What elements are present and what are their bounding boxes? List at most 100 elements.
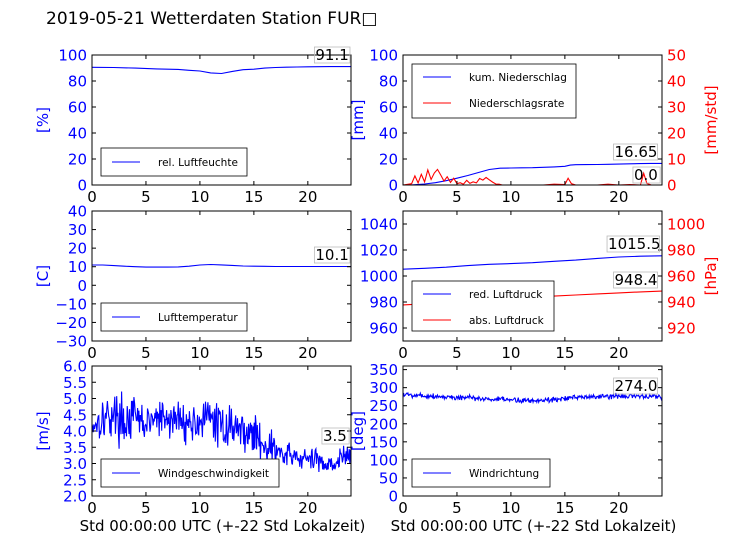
y-tick-label: 1040	[360, 216, 398, 234]
x-tick-label: 15	[555, 188, 574, 206]
y-tick-label: 250	[369, 397, 398, 415]
x-tick-label: 5	[141, 499, 151, 517]
y-axis-label-right: [mm/std]	[702, 85, 720, 154]
y-tick-label: 10	[68, 258, 87, 276]
y-tick-label: 350	[369, 361, 398, 379]
x-tick-label: 20	[609, 499, 628, 517]
y-tick-label-right: 30	[667, 99, 686, 117]
figure-title: 2019-05-21 Wetterdaten Station FUR□	[46, 9, 378, 29]
value-annotation: 10.1	[315, 246, 348, 264]
axes-frame	[91, 54, 352, 186]
x-tick-label: 10	[190, 188, 209, 206]
y-tick-label-right: 10	[667, 151, 686, 169]
x-tick-label: 0	[398, 499, 408, 517]
y-tick-label: 60	[379, 99, 398, 117]
y-tick-label: 80	[68, 73, 87, 91]
series-line-1	[92, 391, 351, 473]
y-tick-label: 0	[77, 177, 87, 195]
y-tick-label: 40	[379, 125, 398, 143]
value-annotation-box	[321, 427, 350, 445]
panel-bottom-left: 0 5 10 15 202.02.53.03.54.04.55.05.56.0[m/s]…	[34, 358, 365, 536]
y-tick-label: 2.0	[63, 488, 87, 506]
x-tick-label: 10	[190, 499, 209, 517]
y-tick-label: 20	[379, 151, 398, 169]
value-annotation: 91.1	[315, 46, 348, 64]
x-tick-label: 10	[501, 344, 520, 362]
value-annotation-box	[313, 246, 351, 264]
y-tick-label: 980	[369, 294, 398, 312]
legend-label: rel. Luftfeuchte	[158, 157, 238, 169]
y-tick-label: 60	[68, 99, 87, 117]
axes-frame	[402, 365, 663, 497]
y-tick-label: 2.5	[63, 471, 87, 489]
series-line-1	[403, 255, 662, 270]
y-axis-label-right: [hPa]	[702, 257, 720, 296]
x-tick-label: 0	[87, 499, 97, 517]
y-tick-label: −10	[55, 295, 87, 313]
y-tick-label: 40	[68, 125, 87, 143]
y-tick-label: 1020	[360, 242, 398, 260]
y-tick-label: 20	[68, 240, 87, 258]
value-annotation-box	[613, 143, 658, 161]
y-tick-label: 3.0	[63, 455, 87, 473]
x-tick-label: 10	[501, 499, 520, 517]
legend-label: Niederschlagsrate	[469, 98, 564, 110]
x-axis-label: Std 00:00:00 UTC (+-22 Std Lokalzeit)	[391, 517, 677, 535]
panel-middle-right: 0 5 10 15 20 960 980 1000 1020 1040 920 940 960 980 10…	[360, 210, 720, 362]
x-tick-label: 5	[452, 499, 462, 517]
x-tick-label: 20	[609, 344, 628, 362]
y-tick-label: 300	[369, 379, 398, 397]
legend-label: Lufttemperatur	[158, 312, 238, 324]
series-line-1	[92, 263, 351, 268]
y-tick-label: 6.0	[63, 358, 87, 376]
legend-label: kum. Niederschlag	[469, 72, 567, 84]
y-axis-label: [C]	[34, 265, 52, 287]
value-annotation: 1015.5	[608, 235, 661, 253]
value-annotation: 16.65	[615, 143, 658, 161]
x-tick-label: 5	[452, 188, 462, 206]
y-axis-label: [m/s]	[34, 411, 52, 450]
series-line-1	[92, 66, 351, 75]
x-tick-label: 20	[298, 188, 317, 206]
axes-frame	[91, 210, 352, 342]
series-line-1	[403, 391, 662, 405]
y-tick-label: 5.0	[63, 390, 87, 408]
legend-label: red. Luftdruck	[469, 289, 543, 301]
x-tick-label: 20	[298, 499, 317, 517]
y-tick-label: 5.5	[63, 374, 87, 392]
y-tick-label: 30	[68, 221, 87, 239]
y-tick-label: 100	[58, 47, 87, 65]
x-tick-label: 15	[244, 499, 263, 517]
y-tick-label: 4.5	[63, 406, 87, 424]
y-tick-label: 960	[369, 320, 398, 338]
y-tick-label-right: 920	[667, 320, 696, 338]
y-tick-label-right: 40	[667, 73, 686, 91]
value-annotation-box	[613, 377, 658, 395]
y-tick-label-right: 20	[667, 125, 686, 143]
y-tick-label: 200	[369, 415, 398, 433]
y-tick-label: 20	[68, 151, 87, 169]
y-tick-label: 50	[379, 469, 398, 487]
x-tick-label: 0	[398, 188, 408, 206]
x-tick-label: 5	[452, 344, 462, 362]
value-annotation-box	[313, 46, 351, 64]
x-tick-label: 20	[298, 344, 317, 362]
panel-top-right: 0 5 10 15 20 0 20 40 60 80 100 0 10 20 30 40 50 [mm] [mm/s…	[349, 47, 720, 207]
panel-top-left: 0 5 10 15 20 0 20 40 60 80 100 [%] 91.1 rel. Luftfeuc…	[34, 46, 352, 206]
legend-label: Windgeschwindigkeit	[158, 468, 269, 480]
x-tick-label: 0	[87, 188, 97, 206]
axes-frame	[402, 54, 663, 186]
legend-box	[411, 63, 577, 119]
y-tick-label: 0	[388, 488, 398, 506]
x-tick-label: 15	[555, 344, 574, 362]
y-tick-label: 3.5	[63, 439, 87, 457]
y-tick-label: −30	[55, 333, 87, 351]
panel-middle-left: 0 5 10 15 20−30−20−10010203040[C]10.1Lufttem…	[34, 203, 352, 362]
series-line-2	[403, 168, 662, 185]
y-tick-label-right: 0	[667, 177, 677, 195]
y-tick-label: 100	[369, 451, 398, 469]
series-line-1	[403, 162, 662, 185]
panel-bottom-right: 0 5 10 15 20050100150200250300350[deg]274.0W…	[349, 361, 676, 535]
y-axis-label: [deg]	[349, 411, 367, 451]
y-tick-label: 100	[369, 47, 398, 65]
